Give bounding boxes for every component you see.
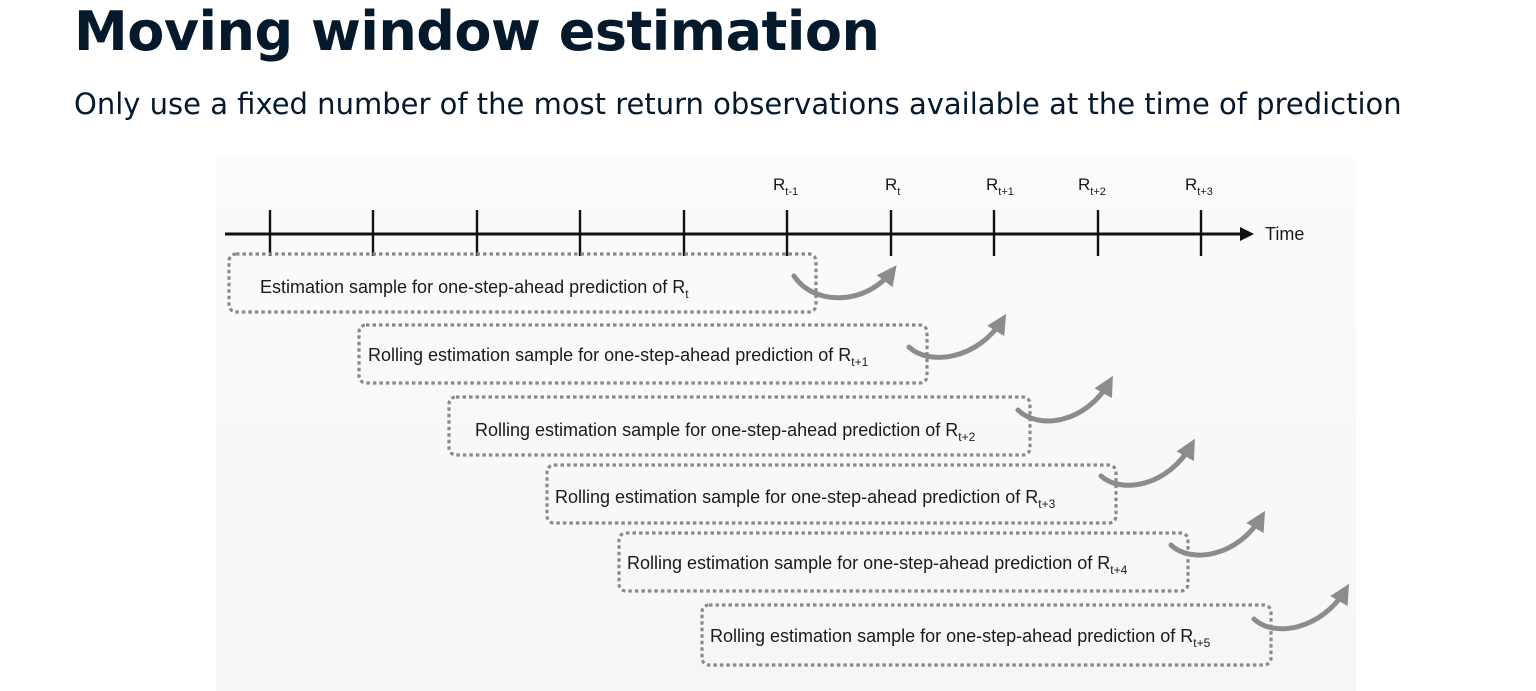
window-box (700, 603, 1273, 667)
estimation-window-6: Rolling estimation sample for one-step-a… (700, 583, 1350, 667)
time-axis-label: Time (1265, 224, 1304, 244)
curved-arrow (1251, 583, 1350, 632)
estimation-window-5: Rolling estimation sample for one-step-a… (617, 510, 1266, 593)
window-label: Rolling estimation sample for one-step-a… (627, 553, 1128, 577)
estimation-window-2: Rolling estimation sample for one-step-a… (357, 313, 1007, 385)
page-subtitle: Only use a fixed number of the most retu… (74, 87, 1402, 121)
tick-label-r-t-plus-3: Rt+3 (1185, 175, 1213, 198)
window-label: Estimation sample for one-step-ahead pre… (260, 277, 689, 301)
moving-window-diagram: Time Rt-1 Rt Rt+1 Rt+2 Rt+3 (216, 158, 1356, 691)
curved-arrow (906, 313, 1007, 360)
tick-label-r-t-minus-1: Rt-1 (773, 175, 798, 198)
curved-arrow (791, 265, 897, 301)
tick-label-r-t-plus-2: Rt+2 (1078, 175, 1106, 198)
window-label: Rolling estimation sample for one-step-a… (710, 626, 1211, 650)
estimation-window-1: Estimation sample for one-step-ahead pre… (227, 252, 897, 314)
window-box (617, 531, 1190, 593)
curved-arrow (1168, 510, 1266, 558)
window-box (447, 395, 1032, 457)
window-label: Rolling estimation sample for one-step-a… (368, 345, 869, 369)
page-title: Moving window estimation (74, 0, 880, 63)
axis-ticks (268, 210, 1203, 256)
curved-arrow (1015, 375, 1113, 424)
tick-label-r-t: Rt (885, 175, 900, 198)
window-label: Rolling estimation sample for one-step-a… (555, 487, 1056, 511)
curved-arrow (1098, 438, 1195, 488)
time-axis-arrowhead (1240, 227, 1254, 241)
tick-label-r-t-plus-1: Rt+1 (986, 175, 1014, 198)
window-box (227, 252, 818, 314)
estimation-window-3: Rolling estimation sample for one-step-a… (447, 375, 1113, 457)
estimation-window-4: Rolling estimation sample for one-step-a… (545, 438, 1195, 525)
window-box (545, 463, 1118, 525)
window-label: Rolling estimation sample for one-step-a… (475, 420, 976, 444)
